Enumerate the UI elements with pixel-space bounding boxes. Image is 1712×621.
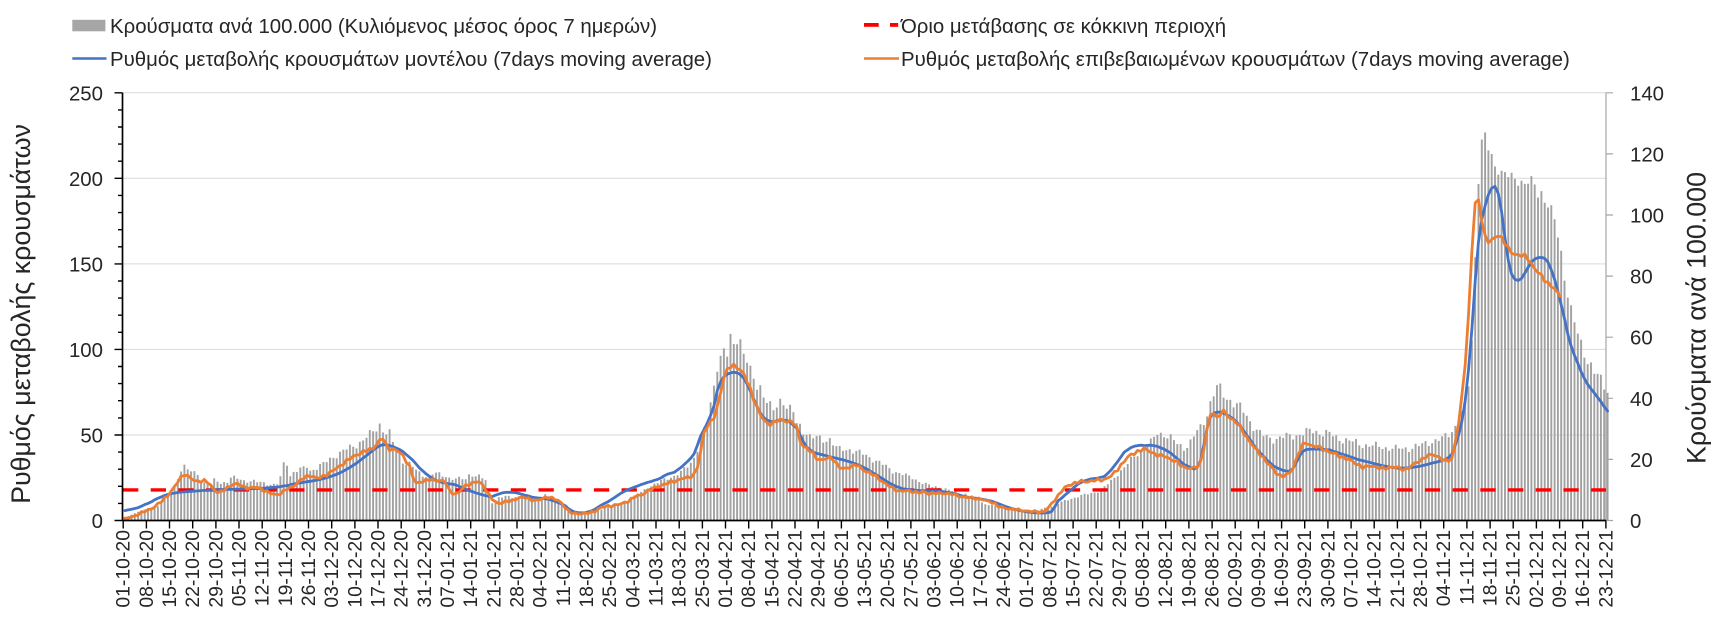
svg-text:18-03-21: 18-03-21 [669, 530, 691, 608]
svg-text:24-12-20: 24-12-20 [391, 530, 413, 608]
svg-text:200: 200 [69, 169, 103, 191]
svg-text:23-09-21: 23-09-21 [1294, 530, 1316, 608]
svg-text:28-01-21: 28-01-21 [507, 530, 529, 608]
svg-text:01-07-21: 01-07-21 [1016, 530, 1038, 608]
svg-text:140: 140 [1630, 83, 1664, 105]
svg-text:06-05-21: 06-05-21 [831, 530, 853, 608]
svg-text:13-05-21: 13-05-21 [854, 530, 876, 608]
svg-text:08-07-21: 08-07-21 [1039, 530, 1061, 608]
svg-text:26-11-20: 26-11-20 [298, 530, 320, 606]
svg-text:22-10-20: 22-10-20 [182, 530, 204, 608]
svg-text:250: 250 [69, 83, 103, 105]
svg-text:60: 60 [1630, 328, 1653, 350]
svg-text:11-11-21: 11-11-21 [1456, 530, 1478, 605]
svg-text:04-02-21: 04-02-21 [530, 530, 552, 608]
svg-text:10-12-20: 10-12-20 [344, 530, 366, 608]
svg-text:17-06-21: 17-06-21 [970, 530, 992, 608]
svg-text:19-11-20: 19-11-20 [275, 530, 297, 606]
svg-text:21-10-21: 21-10-21 [1387, 530, 1409, 608]
svg-text:18-11-21: 18-11-21 [1480, 530, 1502, 606]
svg-text:28-10-21: 28-10-21 [1410, 530, 1432, 608]
svg-text:08-04-21: 08-04-21 [738, 530, 760, 608]
svg-text:04-11-21: 04-11-21 [1433, 530, 1455, 606]
svg-text:02-09-21: 02-09-21 [1225, 530, 1247, 608]
svg-text:18-02-21: 18-02-21 [576, 530, 598, 608]
svg-text:16-12-21: 16-12-21 [1572, 530, 1594, 608]
svg-text:15-04-21: 15-04-21 [761, 530, 783, 608]
svg-text:12-08-21: 12-08-21 [1155, 530, 1177, 608]
svg-text:09-09-21: 09-09-21 [1248, 530, 1270, 608]
svg-text:31-12-20: 31-12-20 [414, 530, 436, 608]
svg-text:19-08-21: 19-08-21 [1178, 530, 1200, 608]
svg-text:25-11-21: 25-11-21 [1503, 530, 1525, 606]
svg-text:10-06-21: 10-06-21 [947, 530, 969, 608]
svg-text:11-02-21: 11-02-21 [553, 530, 575, 606]
svg-text:80: 80 [1630, 267, 1653, 289]
svg-text:Κρούσματα ανά 100.000 (Κυλιόμε: Κρούσματα ανά 100.000 (Κυλιόμενος μέσος … [110, 16, 657, 38]
svg-text:16-09-21: 16-09-21 [1271, 530, 1293, 608]
svg-text:29-07-21: 29-07-21 [1109, 530, 1131, 608]
svg-text:30-09-21: 30-09-21 [1317, 530, 1339, 608]
svg-text:03-12-20: 03-12-20 [321, 530, 343, 608]
svg-text:21-01-21: 21-01-21 [483, 530, 505, 608]
svg-text:Ρυθμός μεταβολής κρουσμάτων: Ρυθμός μεταβολής κρουσμάτων [6, 124, 36, 504]
svg-text:27-05-21: 27-05-21 [900, 530, 922, 608]
svg-text:29-10-20: 29-10-20 [205, 530, 227, 608]
svg-text:15-10-20: 15-10-20 [159, 530, 181, 608]
svg-text:Όριο μετάβασης σε κόκκινη περι: Όριο μετάβασης σε κόκκινη περιοχή [900, 16, 1226, 38]
svg-text:01-04-21: 01-04-21 [715, 530, 737, 608]
svg-text:05-08-21: 05-08-21 [1132, 530, 1154, 608]
svg-text:11-03-21: 11-03-21 [646, 530, 668, 606]
svg-text:12-11-20: 12-11-20 [252, 530, 274, 606]
svg-text:14-01-21: 14-01-21 [460, 530, 482, 608]
svg-text:40: 40 [1630, 389, 1653, 411]
svg-text:50: 50 [80, 426, 103, 448]
svg-text:100: 100 [69, 340, 103, 362]
svg-text:09-12-21: 09-12-21 [1549, 530, 1571, 608]
svg-text:25-02-21: 25-02-21 [599, 530, 621, 608]
svg-text:150: 150 [69, 254, 103, 276]
svg-text:Ρυθμός μεταβολής κρουσμάτων μο: Ρυθμός μεταβολής κρουσμάτων μοντέλου (7d… [110, 49, 712, 71]
svg-text:25-03-21: 25-03-21 [692, 530, 714, 608]
svg-text:05-11-20: 05-11-20 [229, 530, 251, 606]
svg-text:22-04-21: 22-04-21 [785, 530, 807, 608]
svg-text:23-12-21: 23-12-21 [1595, 530, 1617, 608]
svg-text:20-05-21: 20-05-21 [877, 530, 899, 608]
svg-text:02-12-21: 02-12-21 [1526, 530, 1548, 608]
svg-text:04-03-21: 04-03-21 [622, 530, 644, 608]
svg-text:20: 20 [1630, 450, 1653, 472]
svg-text:120: 120 [1630, 144, 1664, 166]
svg-text:29-04-21: 29-04-21 [808, 530, 830, 608]
svg-text:24-06-21: 24-06-21 [993, 530, 1015, 608]
svg-text:08-10-20: 08-10-20 [136, 530, 158, 608]
svg-text:0: 0 [92, 511, 103, 533]
svg-text:22-07-21: 22-07-21 [1086, 530, 1108, 608]
svg-text:100: 100 [1630, 206, 1664, 228]
svg-text:03-06-21: 03-06-21 [924, 530, 946, 608]
svg-text:07-10-21: 07-10-21 [1341, 530, 1363, 608]
svg-text:07-01-21: 07-01-21 [437, 530, 459, 608]
svg-text:Κρούσματα ανά 100.000: Κρούσματα ανά 100.000 [1681, 172, 1711, 464]
svg-text:01-10-20: 01-10-20 [113, 530, 135, 608]
svg-text:14-10-21: 14-10-21 [1364, 530, 1386, 608]
svg-text:17-12-20: 17-12-20 [368, 530, 390, 608]
svg-text:Ρυθμός μεταβολής επιβεβαιωμένω: Ρυθμός μεταβολής επιβεβαιωμένων κρουσμάτ… [901, 49, 1570, 71]
svg-text:15-07-21: 15-07-21 [1063, 530, 1085, 608]
svg-text:0: 0 [1630, 511, 1641, 533]
svg-text:26-08-21: 26-08-21 [1202, 530, 1224, 608]
